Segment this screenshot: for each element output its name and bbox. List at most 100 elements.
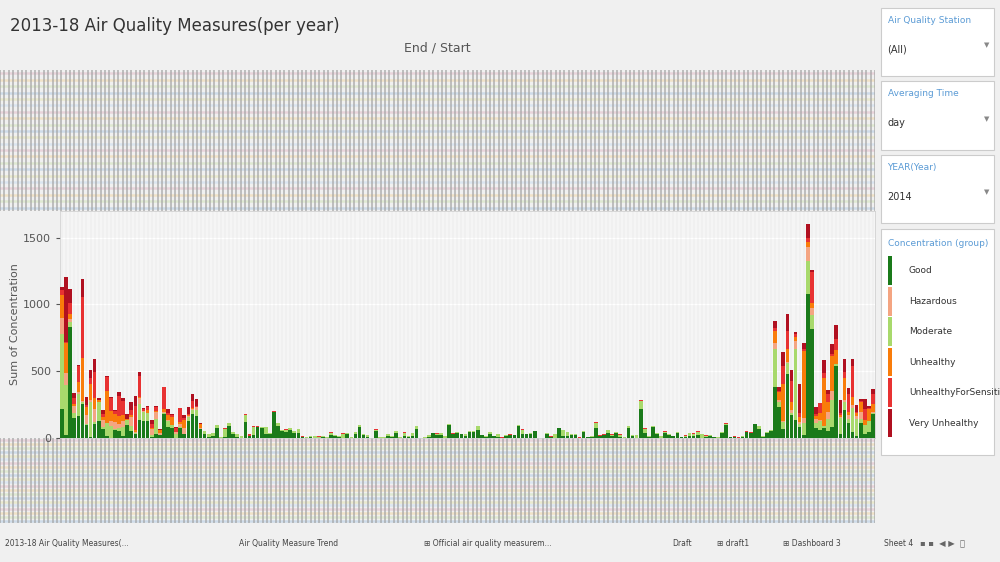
Bar — [794, 334, 797, 337]
Bar — [292, 431, 296, 433]
Bar — [374, 432, 378, 438]
Bar — [606, 433, 610, 438]
Bar — [321, 437, 325, 438]
Bar — [480, 436, 484, 438]
Bar — [435, 434, 439, 435]
Bar — [191, 415, 194, 438]
FancyBboxPatch shape — [881, 8, 994, 76]
Bar — [765, 432, 769, 433]
Bar — [244, 422, 247, 438]
Bar — [117, 416, 121, 424]
Bar — [806, 224, 810, 238]
Bar — [191, 394, 194, 401]
Bar — [822, 373, 826, 378]
Bar — [150, 437, 154, 438]
Bar — [667, 436, 671, 438]
Bar — [635, 435, 638, 438]
Bar — [561, 436, 565, 438]
Bar — [574, 434, 577, 436]
Bar — [105, 391, 109, 423]
Bar — [244, 414, 247, 415]
Bar — [301, 437, 304, 438]
Bar — [602, 435, 606, 438]
Bar — [403, 436, 406, 438]
Bar — [786, 349, 789, 362]
Bar — [72, 418, 76, 438]
Bar — [178, 408, 182, 423]
Bar — [847, 388, 850, 394]
Bar — [105, 423, 109, 436]
Bar — [252, 435, 255, 438]
Bar — [810, 303, 814, 308]
Bar — [264, 434, 268, 438]
Bar — [423, 437, 427, 438]
Bar — [851, 432, 854, 438]
Bar — [362, 434, 365, 435]
Bar — [451, 434, 455, 438]
Bar — [125, 424, 129, 438]
Bar — [773, 321, 777, 328]
Bar — [867, 432, 871, 438]
Bar — [704, 435, 708, 436]
Bar — [802, 423, 806, 435]
FancyBboxPatch shape — [881, 81, 994, 149]
Bar — [720, 433, 724, 438]
Bar — [464, 436, 467, 438]
Bar — [195, 407, 198, 410]
Bar — [129, 402, 133, 410]
Bar — [93, 422, 96, 424]
Bar — [863, 420, 867, 425]
Text: 2014: 2014 — [888, 192, 912, 202]
Bar — [753, 424, 757, 438]
Bar — [839, 417, 842, 418]
Bar — [794, 420, 797, 438]
Bar — [354, 434, 357, 438]
Bar — [72, 404, 76, 406]
Bar — [496, 437, 500, 438]
Bar — [676, 432, 679, 433]
Bar — [77, 366, 80, 382]
Bar — [150, 424, 154, 428]
Text: day: day — [888, 118, 905, 128]
Bar — [521, 430, 524, 433]
Bar — [109, 425, 113, 438]
Bar — [358, 425, 361, 427]
Bar — [77, 416, 80, 438]
Bar — [117, 428, 121, 432]
Bar — [761, 437, 765, 438]
Bar — [655, 434, 659, 438]
Bar — [211, 436, 215, 438]
Bar — [798, 416, 801, 422]
Y-axis label: Sum of Concentration: Sum of Concentration — [10, 264, 20, 386]
Bar — [191, 401, 194, 407]
Bar — [484, 436, 488, 437]
Bar — [847, 415, 850, 419]
Bar — [309, 436, 312, 437]
Bar — [545, 433, 549, 434]
Bar — [529, 434, 532, 438]
Bar — [248, 434, 251, 436]
Bar — [790, 370, 793, 381]
Bar — [146, 410, 149, 413]
Bar — [93, 359, 96, 372]
Bar — [757, 429, 761, 438]
Bar — [129, 426, 133, 431]
Bar — [773, 343, 777, 350]
Bar — [484, 437, 488, 438]
Bar — [138, 397, 141, 398]
Text: Good: Good — [909, 266, 932, 275]
Bar — [138, 371, 141, 376]
Bar — [337, 436, 341, 437]
Bar — [68, 289, 72, 303]
Bar — [623, 437, 626, 438]
FancyBboxPatch shape — [888, 287, 892, 315]
Bar — [252, 426, 255, 428]
Bar — [566, 436, 569, 438]
Bar — [708, 436, 712, 438]
Bar — [154, 419, 158, 434]
Text: Very Unhealthy: Very Unhealthy — [909, 419, 978, 428]
Bar — [855, 437, 858, 438]
Bar — [390, 437, 394, 438]
Bar — [231, 432, 235, 434]
Bar — [781, 352, 785, 366]
